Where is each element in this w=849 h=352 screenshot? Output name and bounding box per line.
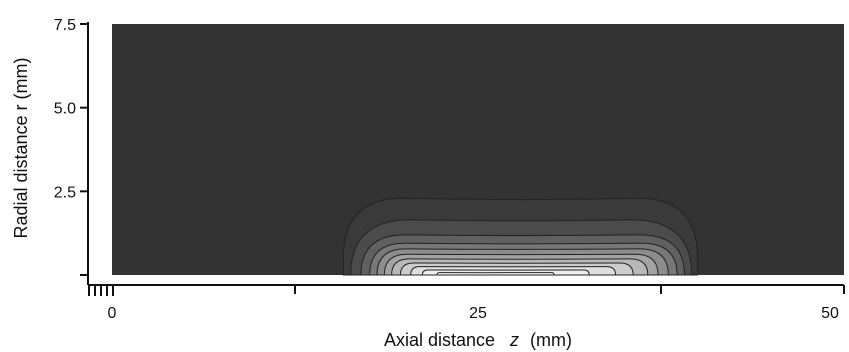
y-ticks: 2.5 5.0 7.5 [54,17,88,276]
x-ticks: 0 25 50 [88,285,845,322]
y-axis-label: Radial distance r (mm) [11,57,31,238]
y-tick-label: 5.0 [54,101,76,118]
y-tick-label: 2.5 [54,184,76,201]
x-axis-label-unit: (mm) [530,330,572,350]
y-tick-label: 7.5 [54,17,76,34]
x-axis-label: Axial distance z (mm) [384,330,572,350]
x-tick-label: 50 [821,305,839,322]
x-tick-label: 0 [108,305,117,322]
axes: 2.5 5.0 7.5 0 25 50 [54,17,845,322]
x-axis-label-symbol: z [509,330,519,350]
x-tick-label: 25 [469,305,487,322]
contour-level-11 [436,272,555,276]
x-axis-label-text: Axial distance [384,330,495,350]
contour-levels [342,197,699,276]
